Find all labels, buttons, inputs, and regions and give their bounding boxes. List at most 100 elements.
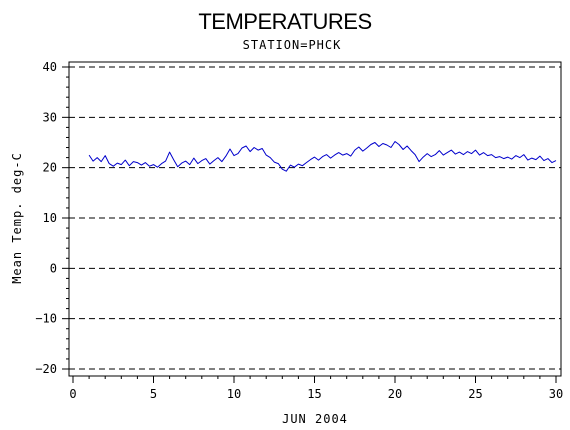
data-point <box>411 150 412 151</box>
data-point <box>209 164 210 165</box>
x-tick-label: 30 <box>549 387 563 401</box>
data-point <box>225 155 226 156</box>
data-point <box>141 165 142 166</box>
x-tick-label: 0 <box>69 387 76 401</box>
data-point <box>145 162 146 163</box>
data-point <box>121 164 122 165</box>
plot-frame <box>68 61 562 377</box>
data-point <box>455 153 456 154</box>
data-point <box>435 154 436 155</box>
data-point <box>193 158 194 159</box>
data-point <box>161 163 162 164</box>
y-tick-label: 40 <box>43 60 57 74</box>
data-point <box>274 162 275 163</box>
data-point <box>519 157 520 158</box>
data-point <box>197 163 198 164</box>
data-point <box>475 149 476 150</box>
data-point <box>342 154 343 155</box>
chart-title: TEMPERATURES <box>198 9 371 34</box>
data-point <box>133 161 134 162</box>
data-point <box>535 159 536 160</box>
data-point <box>282 169 283 170</box>
y-tick-label: −20 <box>35 362 57 376</box>
data-point <box>318 160 319 161</box>
data-point <box>515 155 516 156</box>
data-point <box>129 165 130 166</box>
data-point <box>254 147 255 148</box>
data-point <box>262 148 263 149</box>
data-point <box>459 151 460 152</box>
gridlines <box>69 66 561 370</box>
data-point <box>302 165 303 166</box>
data-point <box>487 155 488 156</box>
data-point <box>539 155 540 156</box>
data-point <box>322 156 323 157</box>
data-point <box>233 155 234 156</box>
y-tick-label: −10 <box>35 312 57 326</box>
data-point <box>370 144 371 145</box>
data-point <box>205 158 206 159</box>
data-point <box>105 155 106 156</box>
data-point <box>266 154 267 155</box>
data-point <box>547 158 548 159</box>
data-point <box>213 160 214 161</box>
data-point <box>157 167 158 168</box>
data-point <box>431 156 432 157</box>
y-tick-label: 0 <box>50 261 57 275</box>
data-point <box>97 157 98 158</box>
data-point <box>402 149 403 150</box>
x-tick-label: 25 <box>468 387 482 401</box>
data-point <box>270 157 271 158</box>
data-point <box>443 154 444 155</box>
data-point <box>527 160 528 161</box>
data-point <box>290 165 291 166</box>
y-axis: −20 −10 0 10 20 30 40 <box>35 60 69 376</box>
data-point <box>217 157 218 158</box>
data-point <box>109 163 110 164</box>
data-point <box>286 171 287 172</box>
data-point <box>551 162 552 163</box>
data-point <box>330 158 331 159</box>
data-point <box>245 145 246 146</box>
chart-subtitle: STATION=PHCK <box>243 38 342 52</box>
data-point <box>93 161 94 162</box>
data-point <box>221 161 222 162</box>
data-point <box>258 149 259 150</box>
data-point <box>390 147 391 148</box>
data-point <box>298 164 299 165</box>
data-point <box>423 156 424 157</box>
data-point <box>386 144 387 145</box>
data-point <box>358 146 359 147</box>
data-point <box>451 149 452 150</box>
data-point <box>555 160 556 161</box>
data-point <box>479 154 480 155</box>
data-point <box>495 157 496 158</box>
data-point <box>153 164 154 165</box>
y-tick-label: 20 <box>43 161 57 175</box>
data-point <box>117 163 118 164</box>
data-point <box>306 162 307 163</box>
data-point <box>89 154 90 155</box>
data-point <box>366 147 367 148</box>
x-tick-label: 15 <box>307 387 321 401</box>
data-point <box>250 151 251 152</box>
data-point <box>415 154 416 155</box>
data-point <box>382 143 383 144</box>
data-point <box>278 163 279 164</box>
data-point <box>471 153 472 154</box>
data-point <box>310 159 311 160</box>
data-point <box>314 156 315 157</box>
data-point <box>237 153 238 154</box>
data-point <box>503 158 504 159</box>
data-point <box>406 145 407 146</box>
data-point <box>177 166 178 167</box>
data-point <box>338 152 339 153</box>
data-point <box>326 154 327 155</box>
data-point <box>378 146 379 147</box>
data-point <box>447 152 448 153</box>
data-point <box>374 142 375 143</box>
data-point <box>507 156 508 157</box>
data-point <box>137 162 138 163</box>
x-tick-label: 10 <box>227 387 241 401</box>
